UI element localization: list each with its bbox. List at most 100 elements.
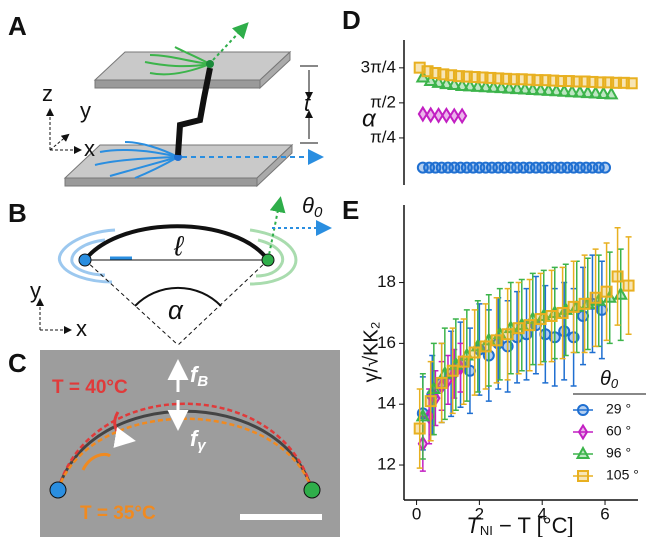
error-bar	[430, 342, 437, 436]
marker	[564, 84, 580, 98]
marker	[525, 81, 540, 95]
marker	[478, 79, 493, 93]
marker	[490, 334, 503, 347]
marker	[515, 73, 528, 86]
marker	[456, 107, 468, 125]
marker	[421, 65, 434, 78]
marker	[429, 67, 442, 80]
error-bar	[493, 297, 500, 384]
y-axis-label: γ/√KK₂	[360, 322, 382, 383]
marker	[596, 85, 611, 99]
error-bar	[471, 309, 478, 396]
error-bar	[416, 388, 423, 469]
marker	[523, 319, 536, 332]
marker	[454, 77, 470, 91]
length-label: ℓ	[173, 230, 185, 261]
error-bar	[537, 272, 544, 366]
error-bar	[463, 309, 470, 402]
marker	[588, 85, 603, 99]
axis-letter: z	[42, 81, 53, 106]
marker	[447, 76, 462, 91]
error-bar	[419, 373, 426, 460]
marker	[484, 71, 497, 84]
marker	[462, 78, 478, 92]
marker	[600, 285, 613, 298]
marker	[617, 76, 630, 89]
marker	[549, 83, 564, 97]
marker	[567, 300, 580, 313]
y-axis-label: α	[362, 105, 377, 132]
error-bar	[570, 260, 577, 354]
error-bar	[548, 269, 555, 363]
error-bar	[496, 287, 503, 381]
marker	[625, 77, 638, 90]
marker	[413, 61, 426, 74]
error-bar	[559, 266, 566, 360]
legend-swatch	[577, 404, 589, 416]
marker	[604, 86, 619, 100]
error-bar	[441, 327, 448, 421]
marker	[423, 72, 438, 87]
marker	[441, 106, 452, 124]
error-bar	[526, 278, 533, 372]
marker	[431, 74, 446, 88]
marker	[445, 69, 458, 82]
legend-label: 29 °	[606, 401, 631, 417]
x-tick-label: 0	[412, 504, 421, 523]
error-bar	[529, 272, 536, 366]
marker	[572, 84, 588, 98]
panel-label: A	[8, 11, 27, 41]
y-tick-label: 16	[377, 333, 396, 352]
marker	[500, 72, 513, 85]
error-bar	[592, 248, 599, 348]
y-tick-label: 12	[377, 455, 396, 474]
legend-title-sub: 0	[611, 376, 619, 391]
marker	[479, 340, 492, 353]
marker	[446, 364, 459, 377]
error-bar	[523, 287, 530, 381]
marker	[435, 376, 448, 389]
plate-diagram	[46, 22, 324, 188]
error-bar	[606, 251, 613, 345]
marker	[622, 279, 635, 292]
marker	[555, 75, 568, 88]
marker	[556, 83, 572, 97]
error-bar	[485, 293, 492, 387]
error-bar	[460, 318, 467, 405]
geometry-diagram	[36, 196, 332, 346]
marker	[562, 75, 575, 88]
marker	[589, 291, 602, 304]
legend-label: 105 °	[606, 467, 639, 483]
marker	[460, 70, 473, 83]
legend-swatch	[575, 445, 591, 459]
error-bar	[614, 227, 621, 326]
error-bar	[551, 266, 558, 360]
marker	[452, 70, 465, 83]
marker	[494, 80, 509, 94]
marker	[611, 270, 624, 283]
marker	[486, 79, 501, 93]
marker	[468, 346, 481, 359]
marker	[547, 74, 560, 87]
marker	[517, 81, 533, 95]
y-tick-label: π/2	[370, 92, 396, 111]
error-bar	[438, 342, 445, 424]
legend-title: θ0	[600, 368, 619, 391]
y-tick-label: 14	[377, 394, 396, 413]
axis-letter: x	[76, 316, 87, 341]
x-axis-label: TNI − T [°C]	[466, 513, 573, 537]
marker	[594, 76, 607, 89]
panel-label: C	[8, 348, 27, 378]
error-bar	[589, 254, 596, 354]
error-bar	[562, 263, 569, 357]
y-tick-label: π/4	[370, 127, 396, 146]
marker	[476, 71, 489, 84]
marker	[541, 82, 556, 96]
marker	[556, 306, 569, 319]
marker	[599, 161, 612, 174]
marker	[523, 73, 536, 86]
marker	[558, 325, 571, 338]
error-bar	[540, 269, 547, 363]
marker	[507, 73, 520, 86]
